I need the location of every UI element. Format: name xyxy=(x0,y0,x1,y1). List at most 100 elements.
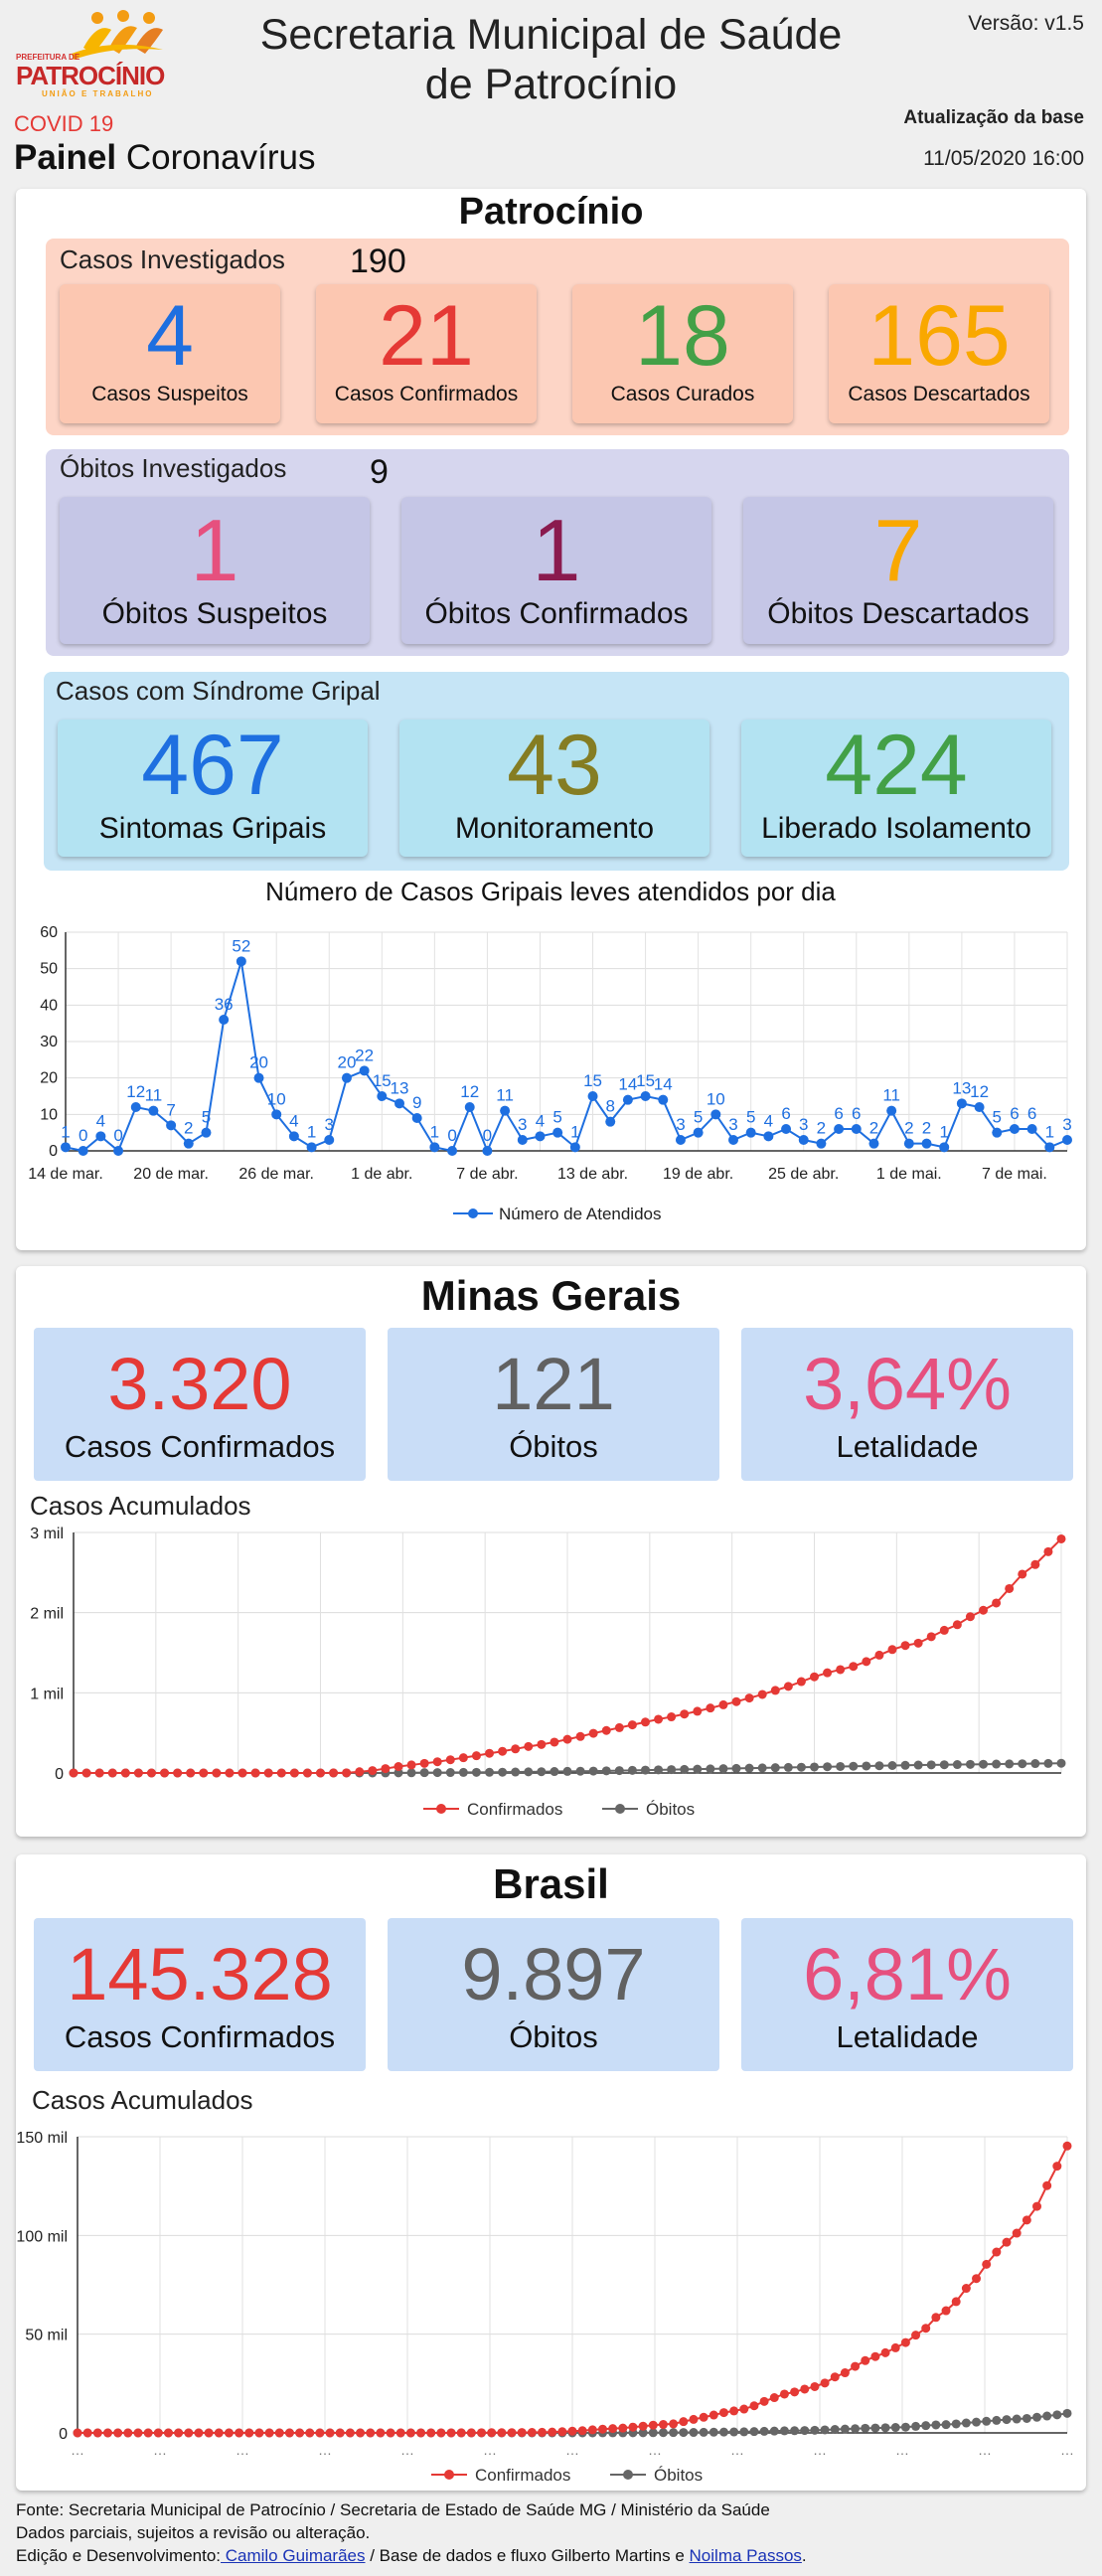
data-point xyxy=(537,1767,547,1777)
data-label: 6 xyxy=(1027,1104,1036,1123)
data-point xyxy=(693,1706,703,1716)
stat-value: 7 xyxy=(873,501,923,599)
data-point xyxy=(739,2404,749,2414)
data-point xyxy=(679,2417,689,2427)
data-point xyxy=(386,2428,395,2438)
data-point xyxy=(1005,1759,1015,1769)
data-point xyxy=(1002,2237,1012,2247)
data-point xyxy=(1022,2215,1031,2225)
data-point xyxy=(567,2426,577,2436)
data-point xyxy=(497,2428,507,2438)
data-point xyxy=(972,2274,982,2284)
data-point xyxy=(429,1142,440,1153)
data-point xyxy=(965,1612,975,1622)
stat-value: 165 xyxy=(867,288,1011,384)
y-tick-label: 0 xyxy=(49,1143,58,1160)
data-point xyxy=(861,2423,870,2433)
data-point xyxy=(306,1142,317,1153)
big-stat-value: 3,64% xyxy=(803,1343,1012,1425)
data-point xyxy=(790,2426,800,2436)
data-point xyxy=(921,2324,931,2334)
data-point xyxy=(341,1072,352,1083)
data-label: 10 xyxy=(267,1089,286,1108)
data-point xyxy=(1030,1559,1040,1569)
data-point xyxy=(658,2428,668,2438)
data-label: 1 xyxy=(307,1122,316,1141)
data-label: 5 xyxy=(202,1108,211,1127)
x-tick-label: 7 de abr. xyxy=(456,1166,518,1183)
data-point xyxy=(739,2427,749,2437)
data-point xyxy=(107,1768,117,1778)
data-label: 13 xyxy=(952,1078,971,1097)
footer-link-noilma[interactable]: Noilma Passos xyxy=(689,2546,802,2565)
data-point xyxy=(731,1696,741,1706)
logo-tagline: UNIÃO E TRABALHO xyxy=(42,89,154,98)
data-point xyxy=(477,2428,487,2438)
gripais-chart-svg: Número de Casos Gripais leves atendidos … xyxy=(28,877,1072,1223)
data-point xyxy=(921,1138,932,1149)
data-point xyxy=(81,1768,91,1778)
data-point xyxy=(446,2428,456,2438)
data-point xyxy=(851,1124,862,1134)
data-point xyxy=(345,2428,355,2438)
data-point xyxy=(601,1766,611,1776)
data-label: 11 xyxy=(882,1086,900,1105)
data-label: 11 xyxy=(496,1086,514,1105)
data-point xyxy=(699,2427,708,2437)
data-point xyxy=(886,1105,897,1116)
data-point xyxy=(900,1760,910,1770)
data-point xyxy=(538,2427,548,2437)
data-point xyxy=(597,2424,607,2434)
data-point xyxy=(769,2393,779,2403)
stat-tile: 467 Sintomas Gripais xyxy=(58,720,368,857)
data-point xyxy=(972,2417,982,2427)
data-point xyxy=(718,1764,728,1774)
data-point xyxy=(796,1762,806,1772)
data-point xyxy=(913,1760,923,1770)
data-point xyxy=(1043,1758,1053,1768)
y-tick-label: 0 xyxy=(59,2426,68,2443)
data-point xyxy=(356,2428,366,2438)
data-point xyxy=(640,1717,650,1727)
data-point xyxy=(951,2297,961,2307)
data-point xyxy=(779,2389,789,2399)
footer-link-camilo[interactable]: Camilo Guimarães xyxy=(221,2546,366,2565)
data-label: 15 xyxy=(583,1071,602,1090)
covid-label: COVID 19 xyxy=(14,111,114,136)
y-tick-label: 30 xyxy=(40,1034,58,1050)
data-point xyxy=(1042,2180,1052,2190)
data-point xyxy=(562,1734,572,1744)
data-point xyxy=(706,1764,715,1774)
big-stat-tile: 6,81% Letalidade xyxy=(741,1918,1073,2071)
data-point xyxy=(1030,1759,1040,1769)
stat-value: 467 xyxy=(141,718,284,813)
stat-label: Sintomas Gripais xyxy=(98,811,327,845)
data-point xyxy=(658,1094,669,1105)
data-label: 0 xyxy=(447,1126,456,1145)
data-label: 1 xyxy=(570,1122,579,1141)
y-tick-label: 60 xyxy=(40,924,58,941)
data-point xyxy=(359,1065,370,1076)
data-point xyxy=(485,1748,495,1758)
data-point xyxy=(405,2428,415,2438)
data-point xyxy=(900,2337,910,2347)
data-point xyxy=(759,2396,769,2406)
data-point xyxy=(102,2428,112,2438)
series-line xyxy=(65,961,1068,1154)
data-point xyxy=(315,2428,325,2438)
data-point xyxy=(1032,2412,1042,2422)
data-point xyxy=(800,2426,810,2436)
logo-name: PATROCÍNIO xyxy=(16,61,165,90)
data-label: 6 xyxy=(852,1104,861,1123)
data-point xyxy=(61,1142,71,1153)
data-label: 4 xyxy=(289,1111,298,1130)
data-point xyxy=(680,1709,690,1719)
x-tick-label: 19 de abr. xyxy=(663,1166,733,1183)
data-point xyxy=(851,2424,861,2434)
data-label: 2 xyxy=(904,1119,913,1138)
data-point xyxy=(708,2427,718,2437)
data-label: 3 xyxy=(676,1115,685,1134)
data-point xyxy=(368,1766,378,1776)
legend-label: Óbitos xyxy=(654,2466,703,2485)
data-point xyxy=(254,2428,264,2438)
